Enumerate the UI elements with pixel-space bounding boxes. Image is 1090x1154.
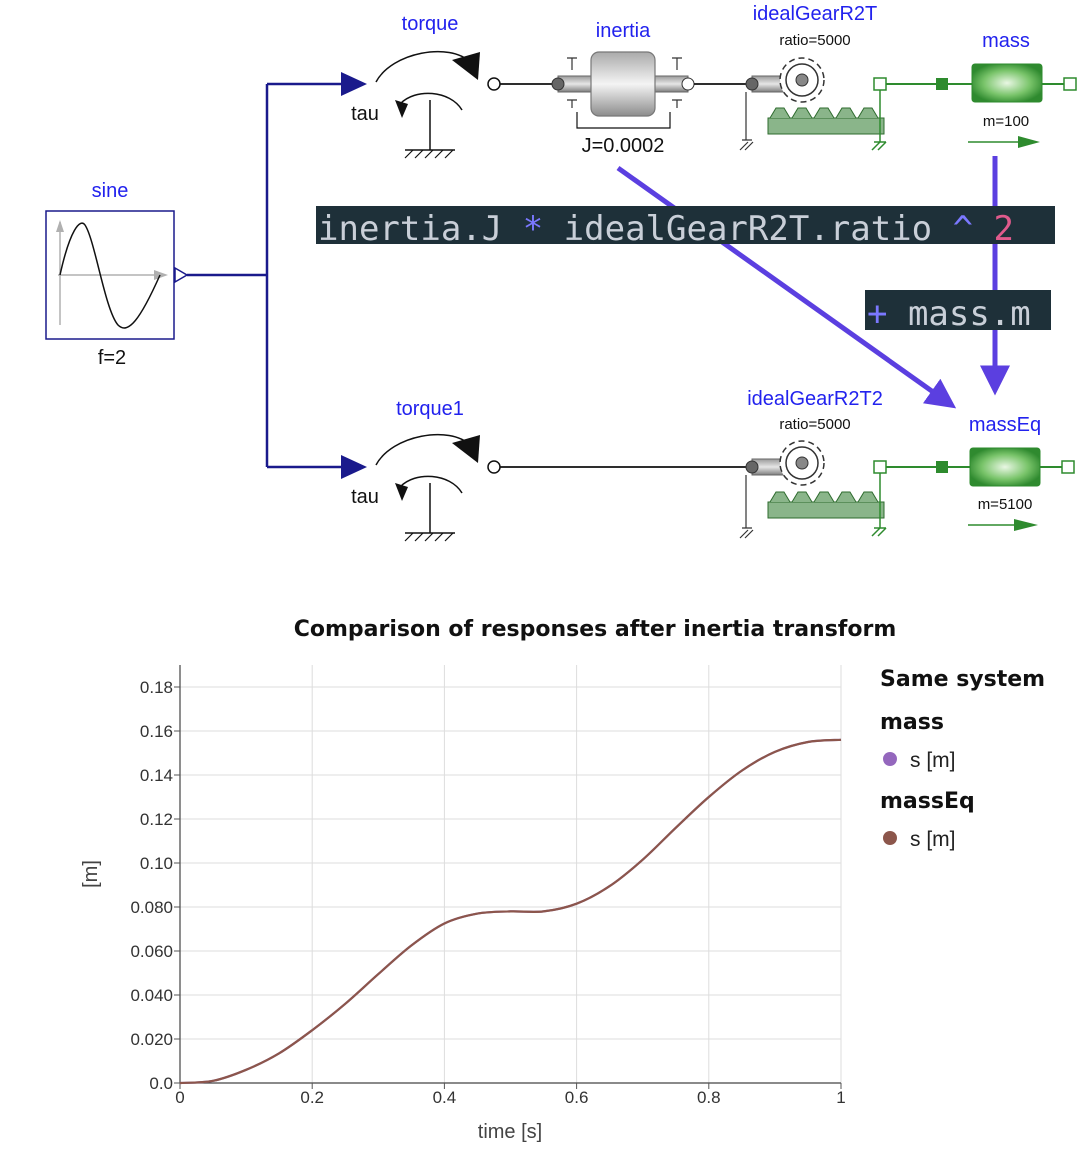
gear1-flange — [873, 77, 887, 91]
inertia-to-masseq-arrow — [616, 165, 957, 409]
mass-body — [971, 63, 1043, 103]
masseq-param: m=5100 — [978, 496, 1033, 513]
legend-marker-masseq — [883, 831, 897, 845]
gear2-rack — [767, 501, 885, 519]
legend-heading: Same system — [880, 667, 1045, 692]
torque1-arrowhead — [452, 435, 480, 463]
gear1-rack — [767, 117, 885, 135]
mass-param: m=100 — [983, 113, 1029, 130]
torque-flange — [487, 77, 501, 91]
legend-group-masseq: massEq — [880, 789, 975, 814]
masseq-name: massEq — [969, 414, 1041, 436]
y-tick-label: 0.12 — [140, 810, 173, 829]
code-line-2: + mass.m — [867, 294, 1031, 334]
torque-small-arrowhead — [395, 100, 408, 118]
code-bg-1 — [316, 206, 1055, 244]
chart-ticks: 0 0.2 0.4 0.6 0.8 1 0.0 0.020 0.040 0.060 0.080 0.1… — [130, 678, 845, 1107]
torque-name: torque — [402, 13, 459, 35]
torque-input-arrow — [341, 72, 367, 96]
inertia-cylinder — [590, 51, 656, 117]
x-tick-label: 1 — [836, 1088, 845, 1107]
y-tick-label: 0.040 — [130, 986, 173, 1005]
sine-x-arrow — [154, 270, 168, 280]
inertia-name: inertia — [596, 20, 651, 42]
torque-ground-hatch — [404, 149, 454, 159]
gear1-name: idealGearR2T — [753, 3, 878, 25]
gear2-name: idealGearR2T2 — [747, 388, 883, 410]
response-chart: Comparison of responses after inertia tr… — [80, 617, 1045, 1143]
torque1-block[interactable]: torque1 tau — [351, 398, 501, 542]
gear2-pinion — [779, 440, 825, 486]
chart-title: Comparison of responses after inertia tr… — [294, 617, 897, 642]
legend-item-mass[interactable]: s [m] — [910, 749, 956, 772]
annotation-arrows — [616, 156, 1010, 409]
gear2-rack-teeth — [769, 491, 879, 503]
x-axis-title: time [s] — [478, 1121, 542, 1143]
x-tick-label: 0.4 — [433, 1088, 457, 1107]
chart-axes — [179, 665, 841, 1084]
sine-name: sine — [92, 180, 129, 202]
y-tick-label: 0.10 — [140, 854, 173, 873]
masseq-block[interactable]: massEq m=5100 — [886, 414, 1075, 531]
gear1-ratio: ratio=5000 — [779, 32, 850, 49]
code-annotation-1: inertia.J * idealGearR2T.ratio ^ 2 — [316, 206, 1055, 249]
sine-param: f=2 — [98, 347, 126, 369]
torque-arc-top — [375, 50, 471, 83]
series-line-masseq — [179, 738, 842, 1085]
y-tick-label: 0.060 — [130, 942, 173, 961]
masseq-body — [969, 447, 1041, 487]
torque1-ground-hatch — [404, 532, 454, 542]
code-line-1: inertia.J * idealGearR2T.ratio ^ 2 — [318, 209, 1014, 249]
y-tick-label: 0.18 — [140, 678, 173, 697]
sine-block[interactable]: sine f=2 — [45, 180, 189, 369]
torque-arc-bottom — [399, 92, 463, 111]
gear1-rack-teeth — [769, 107, 879, 119]
y-axis-title: [m] — [80, 860, 102, 888]
torque1-name: torque1 — [396, 398, 464, 420]
gear2-block[interactable]: idealGearR2T2 ratio=5000 — [739, 388, 887, 539]
y-tick-label: 0.0 — [149, 1074, 173, 1093]
mass-block[interactable]: mass m=100 — [886, 30, 1077, 148]
torque1-input-arrow — [341, 455, 367, 479]
gear2-ratio: ratio=5000 — [779, 416, 850, 433]
torque-arrowhead — [452, 52, 480, 80]
inertia-param: J=0.0002 — [582, 135, 665, 157]
torque1-tau: tau — [351, 486, 379, 508]
gear1-block[interactable]: idealGearR2T ratio=5000 — [739, 3, 887, 151]
masseq-direction-arrow — [1014, 519, 1038, 531]
code-bg-2 — [865, 290, 1051, 330]
gear2-flange — [873, 460, 887, 474]
y-tick-label: 0.14 — [140, 766, 173, 785]
inertia-block[interactable]: inertia J=0.0002 — [551, 20, 695, 157]
sine-y-arrow — [56, 220, 64, 232]
sine-output-port — [174, 266, 189, 284]
x-tick-label: 0 — [175, 1088, 184, 1107]
chart-series — [179, 738, 842, 1085]
legend-marker-mass — [883, 752, 897, 766]
y-tick-label: 0.020 — [130, 1030, 173, 1049]
code-annotation-2: + mass.m — [865, 290, 1051, 334]
chart-legend: Same system mass s [m] massEq s [m] — [880, 667, 1045, 851]
torque-block[interactable]: torque tau — [351, 13, 501, 159]
legend-group-mass: mass — [880, 710, 944, 735]
x-tick-label: 0.6 — [565, 1088, 589, 1107]
torque-tau: tau — [351, 103, 379, 125]
gear1-pinion — [779, 57, 825, 103]
x-tick-label: 0.2 — [300, 1088, 324, 1107]
legend-item-masseq[interactable]: s [m] — [910, 828, 956, 851]
x-tick-label: 0.8 — [697, 1088, 721, 1107]
signal-wires — [187, 72, 367, 479]
mass-name: mass — [982, 30, 1030, 52]
mass-direction-arrow — [1018, 136, 1040, 148]
torque1-flange — [487, 460, 501, 474]
modelica-diagram: sine f=2 torque — [45, 3, 1077, 542]
y-tick-label: 0.16 — [140, 722, 173, 741]
chart-grid — [179, 665, 842, 1084]
y-tick-label: 0.080 — [130, 898, 173, 917]
sine-wave — [59, 222, 161, 329]
